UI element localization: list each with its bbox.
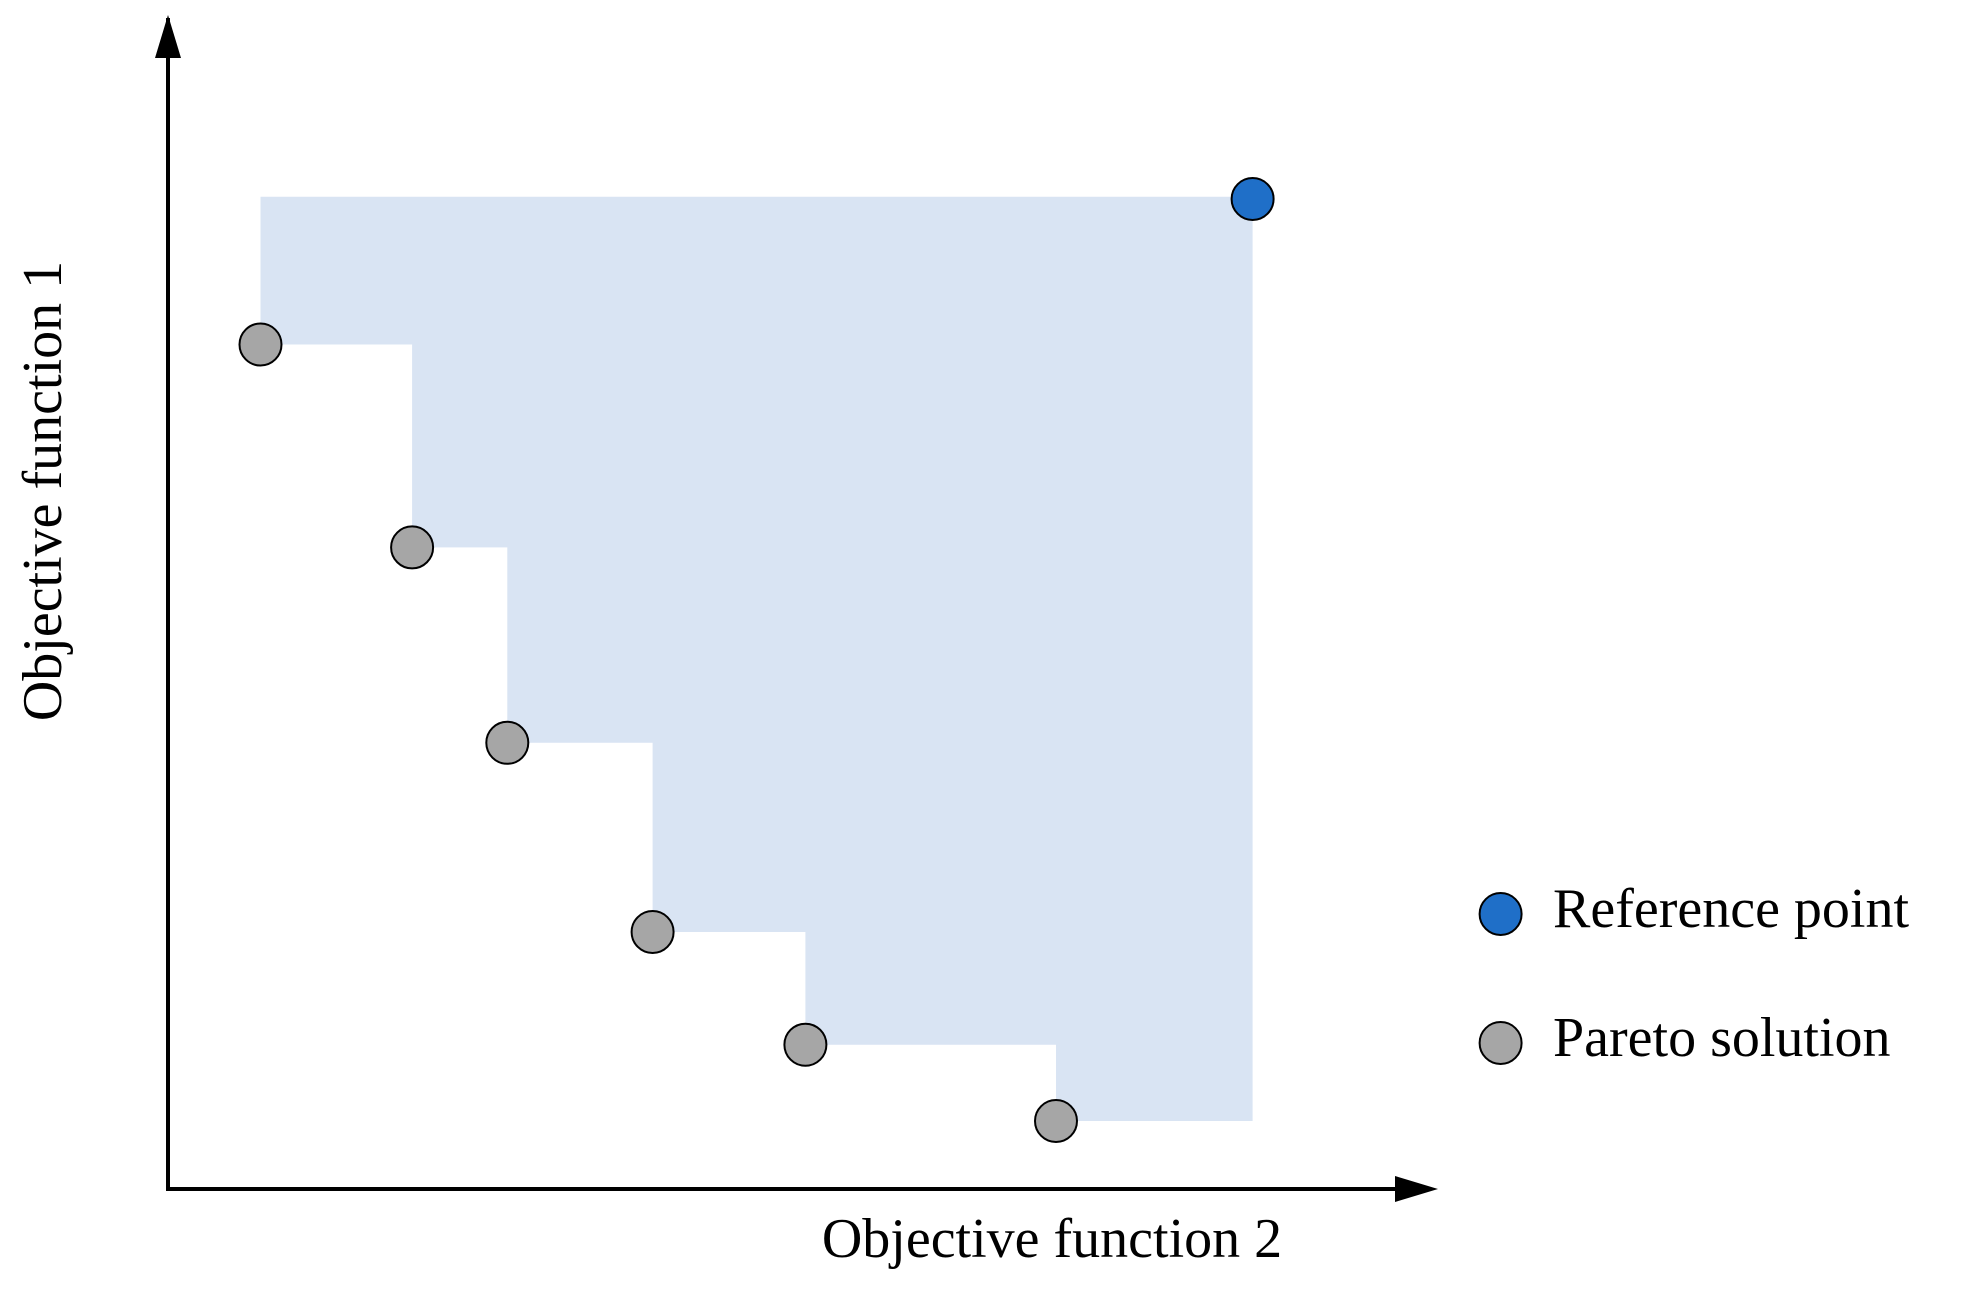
y-arrow [155,15,181,58]
x-arrow [1395,1176,1438,1202]
dominated-region [260,196,1253,1121]
pareto-point [783,1022,828,1067]
x-axis-label: Objective function 2 [822,1208,1282,1270]
legend-label: Pareto solution [1553,1007,1891,1069]
pareto-point [630,910,675,954]
pareto-point [1034,1099,1078,1143]
pareto-point [485,720,530,765]
legend-marker [1478,1021,1523,1065]
reference-point [1230,177,1275,221]
legend-label: Reference point [1553,878,1909,940]
y-axis-label: Objective function 1 [12,261,74,721]
legend-marker [1478,892,1523,936]
pareto-point [238,322,283,367]
pareto-point [390,525,435,570]
